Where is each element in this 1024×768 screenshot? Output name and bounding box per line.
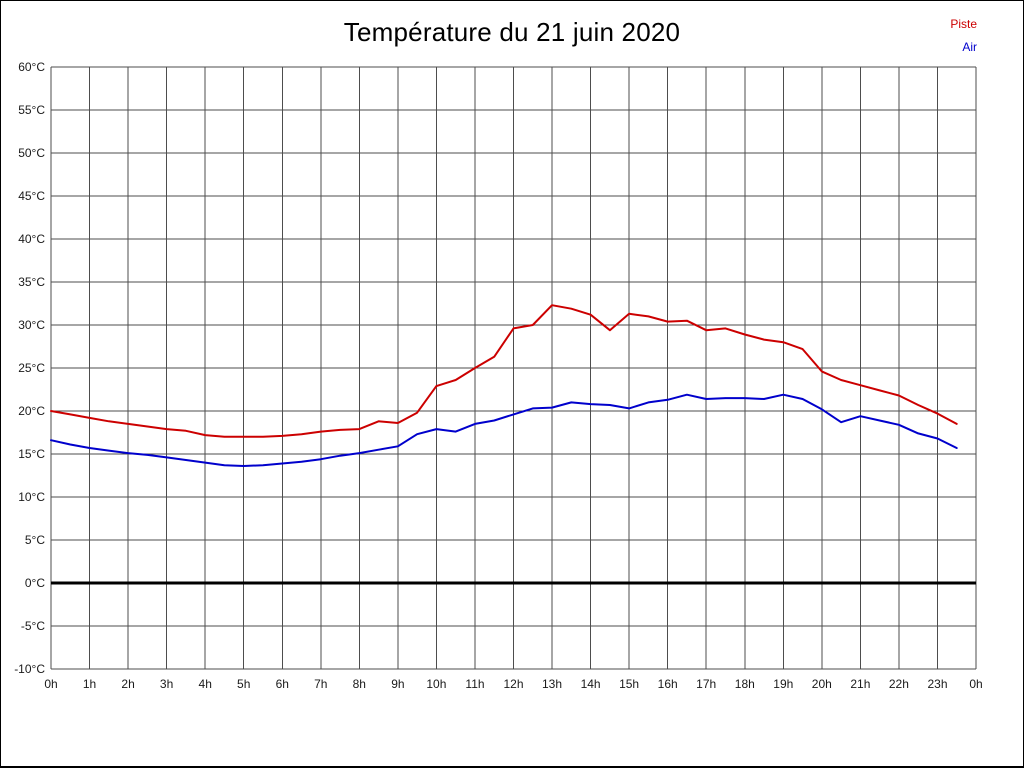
svg-text:25°C: 25°C [18, 361, 45, 375]
svg-text:2h: 2h [121, 677, 134, 691]
svg-text:22h: 22h [889, 677, 909, 691]
svg-text:13h: 13h [542, 677, 562, 691]
svg-text:9h: 9h [391, 677, 404, 691]
svg-text:15°C: 15°C [18, 447, 45, 461]
svg-text:-5°C: -5°C [21, 619, 45, 633]
svg-text:5°C: 5°C [25, 533, 45, 547]
svg-text:5h: 5h [237, 677, 250, 691]
svg-text:3h: 3h [160, 677, 173, 691]
svg-text:17h: 17h [696, 677, 716, 691]
svg-text:50°C: 50°C [18, 146, 45, 160]
svg-text:23h: 23h [927, 677, 947, 691]
svg-text:11h: 11h [465, 677, 484, 691]
chart-title: Température du 21 juin 2020 [343, 17, 681, 47]
svg-text:20°C: 20°C [18, 404, 45, 418]
svg-text:55°C: 55°C [18, 103, 45, 117]
svg-text:45°C: 45°C [18, 189, 45, 203]
svg-text:12h: 12h [503, 677, 523, 691]
svg-text:0h: 0h [44, 677, 57, 691]
svg-text:1h: 1h [83, 677, 96, 691]
legend: Piste Air [950, 13, 977, 59]
legend-item-air: Air [962, 40, 977, 54]
svg-text:10h: 10h [426, 677, 446, 691]
svg-text:10°C: 10°C [18, 490, 45, 504]
svg-text:8h: 8h [353, 677, 366, 691]
svg-text:30°C: 30°C [18, 318, 45, 332]
svg-text:60°C: 60°C [18, 60, 45, 74]
svg-text:7h: 7h [314, 677, 327, 691]
svg-text:18h: 18h [735, 677, 755, 691]
svg-text:-10°C: -10°C [14, 662, 45, 676]
svg-text:20h: 20h [812, 677, 832, 691]
svg-text:6h: 6h [276, 677, 289, 691]
svg-text:0h: 0h [969, 677, 982, 691]
svg-text:14h: 14h [581, 677, 601, 691]
svg-text:21h: 21h [850, 677, 870, 691]
svg-text:4h: 4h [199, 677, 212, 691]
svg-text:16h: 16h [658, 677, 678, 691]
legend-item-piste: Piste [950, 17, 977, 31]
svg-text:15h: 15h [619, 677, 639, 691]
svg-text:40°C: 40°C [18, 232, 45, 246]
svg-text:19h: 19h [773, 677, 793, 691]
svg-text:35°C: 35°C [18, 275, 45, 289]
svg-text:0°C: 0°C [25, 576, 45, 590]
